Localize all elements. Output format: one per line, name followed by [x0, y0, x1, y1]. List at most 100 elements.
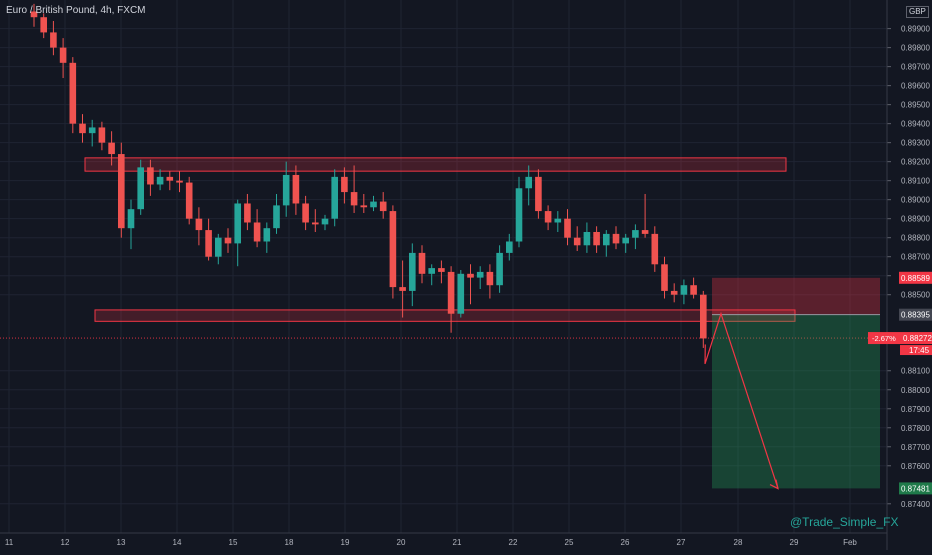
candle	[79, 114, 86, 143]
price-axis[interactable]: 0.89900 0.89800 0.89700 0.89600 0.89500 0.894…	[868, 0, 932, 550]
candle-body	[215, 237, 222, 257]
candle	[273, 193, 280, 234]
candle-body	[700, 294, 707, 339]
candle-body	[515, 188, 523, 242]
time-tick-label: 28	[734, 538, 743, 547]
candle	[215, 233, 222, 265]
countdown-box	[900, 345, 932, 356]
target-price-label: 0.87481	[901, 484, 930, 493]
candle-body	[205, 230, 212, 257]
candle	[418, 245, 426, 284]
candle-body	[331, 176, 338, 219]
candle-body	[147, 167, 154, 185]
candle-body	[457, 273, 465, 314]
price-tick-label: 0.88000	[901, 386, 930, 395]
candle	[59, 38, 67, 79]
candle-body	[118, 154, 125, 229]
candle-body	[98, 127, 106, 143]
price-tick-label: 0.89100	[901, 177, 930, 186]
target-price-box	[899, 482, 932, 495]
candle	[147, 159, 154, 196]
candle-body	[564, 218, 571, 238]
candle	[399, 260, 406, 318]
candle-body	[302, 203, 309, 223]
candle	[69, 57, 77, 134]
candle	[593, 226, 600, 253]
candle-body	[525, 176, 532, 189]
time-tick-label: 29	[790, 538, 799, 547]
candle	[438, 260, 445, 284]
candle	[312, 209, 319, 232]
candle	[244, 193, 251, 231]
candle-body	[583, 231, 591, 246]
time-axis[interactable]: 11 12 13 14 15 18 19 20 21 22 25 26 27 28 29 Feb	[0, 532, 887, 547]
candle	[467, 264, 474, 305]
candle-body	[59, 47, 67, 63]
candle	[622, 233, 629, 253]
candle-body	[253, 222, 261, 242]
candle	[224, 228, 232, 253]
watermark-text: @Trade_Simple_FX	[790, 515, 899, 529]
sr-zones	[84, 157, 796, 322]
candle	[360, 193, 368, 213]
candle	[389, 205, 397, 299]
last-price-box	[868, 332, 932, 345]
time-tick-label: Feb	[843, 538, 857, 547]
candle-body	[40, 17, 47, 33]
price-tick-label: 0.89000	[901, 196, 930, 205]
candle	[156, 169, 164, 191]
candle	[292, 165, 300, 215]
time-tick-label: 20	[397, 538, 406, 547]
candle-body	[680, 285, 688, 295]
candle-body	[108, 142, 115, 155]
price-tick-label: 0.87800	[901, 424, 930, 433]
candle	[496, 245, 503, 293]
candle	[108, 131, 115, 166]
candle-body	[603, 233, 610, 246]
projection-line	[704, 311, 779, 489]
currency-label[interactable]: GBP	[906, 6, 929, 18]
candle	[331, 169, 338, 227]
candle	[263, 222, 271, 253]
candle-body	[282, 174, 290, 206]
candle-body	[127, 209, 135, 229]
candle	[670, 283, 678, 303]
time-tick-label: 21	[453, 538, 462, 547]
candle-body	[79, 123, 86, 134]
candle	[447, 266, 455, 333]
projection-path	[704, 311, 779, 490]
candle	[40, 13, 47, 39]
price-tick-label: 0.89700	[901, 63, 930, 72]
candle	[661, 256, 668, 299]
time-tick-label: 15	[229, 538, 238, 547]
candle	[195, 207, 203, 246]
candle-body	[321, 218, 329, 225]
price-tick-label: 0.89600	[901, 82, 930, 91]
candle-body	[670, 290, 678, 295]
candle	[253, 209, 261, 248]
resistance-zone	[84, 157, 787, 172]
candle	[166, 171, 174, 191]
candle-body	[651, 233, 659, 265]
candle	[573, 226, 581, 251]
candle-body	[506, 241, 513, 253]
candle-body	[573, 237, 581, 246]
candle	[350, 165, 358, 213]
candle-body	[244, 203, 251, 223]
candle	[612, 226, 620, 250]
trade-position-box	[712, 277, 880, 489]
candle-body	[176, 180, 183, 183]
candle	[515, 176, 523, 248]
candle-body	[30, 11, 38, 18]
price-change-label: -2.67%	[872, 334, 896, 343]
candle-body	[137, 167, 144, 210]
take-profit-area	[712, 314, 880, 489]
candle	[535, 169, 542, 219]
candle	[554, 211, 562, 232]
candle-body	[409, 252, 416, 291]
candle	[506, 233, 513, 261]
price-tick-label: 0.88800	[901, 234, 930, 243]
price-tick-label: 0.88900	[901, 215, 930, 224]
